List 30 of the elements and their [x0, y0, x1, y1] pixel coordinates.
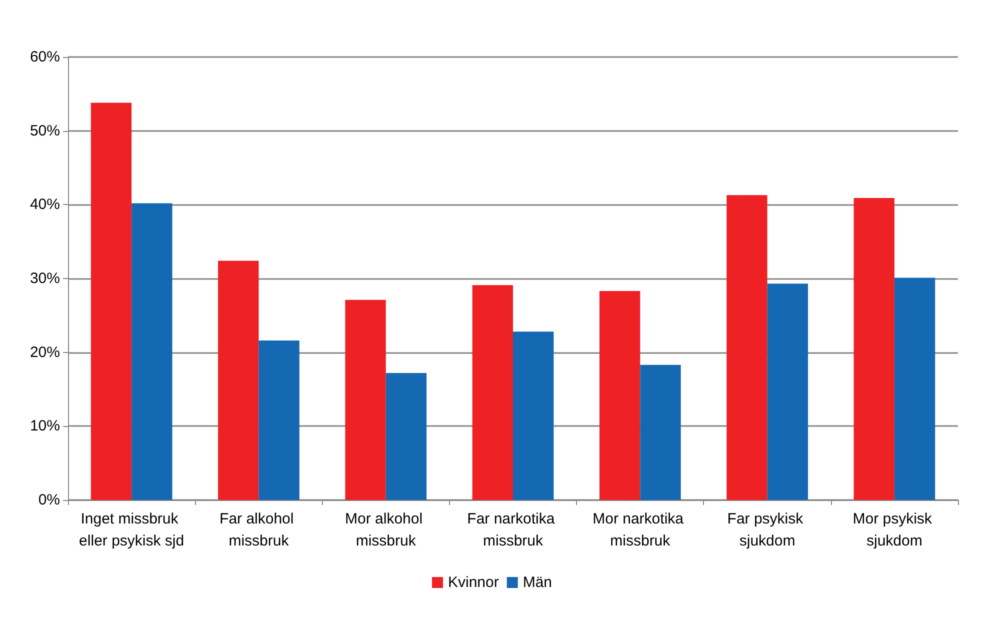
- legend-label: Kvinnor: [448, 574, 499, 591]
- y-tick-label: 40%: [30, 196, 60, 214]
- y-tick-label: 20%: [30, 344, 60, 361]
- legend-label: Män: [522, 574, 552, 591]
- bar: [386, 373, 427, 500]
- y-tick-label: 10%: [30, 418, 60, 435]
- bar: [726, 195, 768, 500]
- bar: [345, 300, 386, 500]
- bar: [513, 332, 554, 500]
- bar: [132, 203, 172, 500]
- y-tick-label: 30%: [30, 270, 60, 287]
- y-tick-label: 60%: [30, 48, 60, 66]
- bar: [599, 291, 640, 500]
- x-tick-label: Far narkotika missbruk: [467, 510, 559, 550]
- x-tick-label: Mor psykisk sjukdom: [852, 510, 936, 550]
- bar: [640, 364, 681, 500]
- y-tick-label: 50%: [30, 122, 60, 140]
- x-tick-label: Far psykisk sjukdom: [727, 510, 808, 550]
- y-tick-label: 0%: [38, 492, 60, 508]
- bar: [90, 102, 132, 500]
- bar: [218, 260, 259, 500]
- x-tick-label: Inget missbruk eller psykisk sjd: [79, 510, 184, 550]
- bar: [894, 278, 936, 500]
- bar: [258, 340, 300, 500]
- bar: [854, 198, 894, 500]
- bar: [472, 285, 513, 500]
- x-tick-label: Far alkohol missbruk: [220, 510, 298, 550]
- x-tick-label: Mor narkotika missbruk: [592, 510, 688, 550]
- x-tick-label: Mor alkohol missbruk: [345, 510, 427, 550]
- bar: [767, 284, 808, 500]
